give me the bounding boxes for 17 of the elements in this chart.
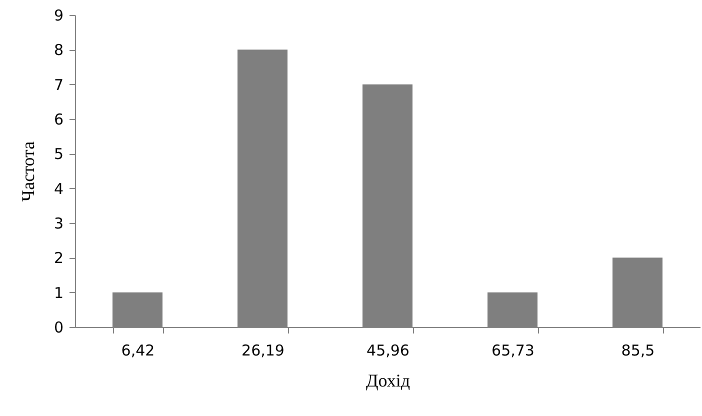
y-tick-label: 1 [54,284,64,302]
y-tick-label: 3 [54,214,64,232]
x-tick-label: 85,5 [621,342,655,360]
y-tick-label: 0 [54,318,64,336]
y-tick-label: 2 [54,249,64,268]
x-tick-label: 45,96 [366,342,410,360]
y-tick-label: 5 [54,145,64,164]
y-tick-label: 8 [54,41,64,60]
x-tick-label: 65,73 [492,342,534,360]
x-tick-label: 26,19 [242,342,284,360]
x-axis-title: Дохід [366,370,410,390]
y-axis-title: Частота [18,141,38,202]
y-tick-label: 4 [54,180,64,198]
y-tick-label: 9 [54,6,64,24]
y-tick-label: 7 [54,76,64,94]
y-tick-label: 6 [54,110,64,128]
x-tick-label: 6,42 [121,342,155,360]
